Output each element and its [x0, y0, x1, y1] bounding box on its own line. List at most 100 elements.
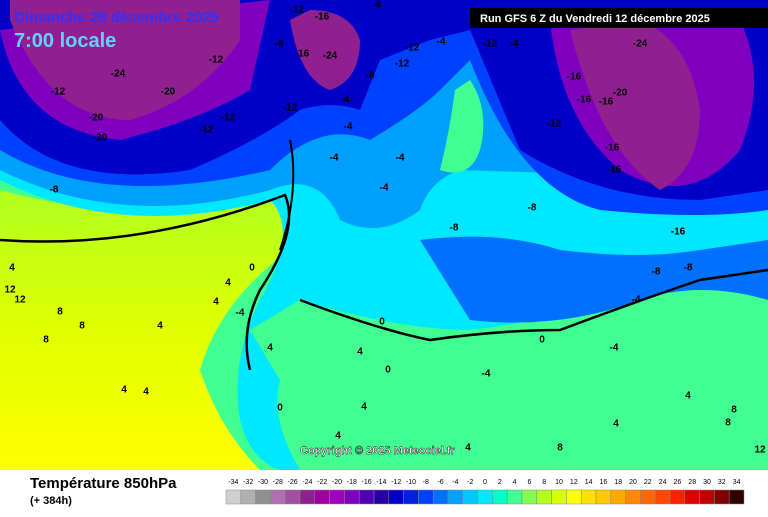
scale-label: -26 — [288, 479, 298, 486]
contour-label: -12 — [51, 87, 66, 98]
contour-label: 4 — [9, 263, 15, 274]
contour-label: 4 — [225, 278, 231, 289]
contour-label: -4 — [380, 183, 389, 194]
scale-label: 4 — [513, 479, 517, 486]
scale-label: -14 — [376, 479, 386, 486]
scale-label: -4 — [452, 479, 458, 486]
scale-swatch — [447, 489, 464, 505]
contour-label: -20 — [93, 133, 108, 144]
scale-swatch — [610, 489, 626, 505]
scale-swatch — [314, 489, 330, 505]
contour-label: -16 — [599, 97, 614, 108]
scale-swatch — [640, 489, 656, 505]
scale-label: -12 — [391, 479, 401, 486]
contour-label: 4 — [267, 343, 273, 354]
scale-label: -6 — [437, 479, 443, 486]
contour-label: 0 — [379, 317, 385, 328]
map-field — [0, 0, 768, 470]
contour-label: -4 — [341, 95, 350, 106]
contour-label: 4 — [685, 391, 691, 402]
scale-label: -10 — [406, 479, 416, 486]
date: Dimanche 28 décembre 2025 — [14, 9, 219, 26]
scale-swatch — [654, 489, 671, 505]
contour-label: -12 — [209, 55, 224, 66]
contour-label: 8 — [79, 321, 85, 332]
scale-label: -32 — [243, 479, 253, 486]
scale-swatch — [388, 489, 404, 505]
scale-label: -34 — [228, 479, 238, 486]
scale-label: 32 — [718, 479, 726, 486]
scale-label: 20 — [629, 479, 637, 486]
scale-label: -20 — [332, 479, 342, 486]
run: Run GFS 6 Z du Vendredi 12 décembre 2025 — [480, 13, 710, 25]
contour-label: -12 — [221, 113, 236, 124]
scale-swatch — [477, 489, 493, 505]
scale-swatch — [329, 489, 345, 505]
contour-label: -4 — [610, 343, 619, 354]
scale-swatch — [270, 489, 286, 505]
footer-lead: (+ 384h) — [30, 495, 72, 507]
contour-label: -20 — [613, 88, 628, 99]
contour-label: 4 — [213, 297, 219, 308]
contour-label: -16 — [567, 72, 582, 83]
contour-label: -4 — [632, 295, 641, 306]
scale-label: 8 — [542, 479, 546, 486]
contour-label: 4 — [335, 431, 341, 442]
scale-swatch — [536, 489, 552, 505]
contour-label: -8 — [275, 39, 284, 50]
contour-label: -16 — [295, 49, 310, 60]
contour-label: 0 — [385, 365, 391, 376]
contour-label: 0 — [277, 403, 283, 414]
scale-label: 30 — [703, 479, 711, 486]
contour-label: 4 — [157, 321, 163, 332]
scale-swatch — [462, 489, 478, 505]
contour-label: 12 — [14, 295, 26, 306]
contour-label: -24 — [111, 69, 126, 80]
contour-label: 8 — [725, 418, 731, 429]
scale-label: 18 — [614, 479, 622, 486]
contour-label: 0 — [539, 335, 545, 346]
scale-label: 10 — [555, 479, 563, 486]
contour-label: 4 — [121, 385, 127, 396]
copyright: Copyright © 2025 Meteociel.fr — [300, 445, 456, 457]
scale-label: -22 — [317, 479, 327, 486]
scale-swatch — [506, 489, 523, 505]
contour-label: -8 — [684, 263, 693, 274]
contour-label: 12 — [754, 445, 766, 456]
contour-label: -4 — [482, 369, 491, 380]
scale-swatch — [492, 489, 508, 505]
scale-swatch — [240, 489, 256, 505]
scale-label: 12 — [570, 479, 578, 486]
scale-swatch — [595, 489, 612, 505]
contour-label: -4 — [330, 153, 339, 164]
scale-swatch — [432, 489, 449, 505]
scale-label: 22 — [644, 479, 652, 486]
contour-label: -4 — [437, 37, 446, 48]
scale-swatch — [358, 489, 375, 505]
contour-label: -12 — [199, 125, 214, 136]
contour-label: -4 — [344, 122, 353, 133]
contour-label: -8 — [50, 185, 59, 196]
scale-label: 34 — [733, 479, 741, 486]
contour-label: -8 — [450, 223, 459, 234]
scale-swatch — [580, 489, 597, 505]
time: 7:00 locale — [14, 30, 116, 52]
scale-swatch — [225, 489, 242, 505]
contour-label: 12 — [4, 285, 16, 296]
footer-title: Température 850hPa — [30, 475, 177, 492]
scale-swatch — [684, 489, 700, 505]
scale-swatch — [344, 489, 360, 505]
scale-label: 6 — [527, 479, 531, 486]
contour-labels: -12-16-8-8-16 -24-8-12-12-4 -12 -4 -24-16-20… — [4, 0, 766, 456]
contour-label: 8 — [43, 335, 49, 346]
contour-label: -24 — [633, 39, 648, 50]
scale-swatch — [521, 489, 538, 505]
scale-swatch — [284, 489, 301, 505]
scale-swatch — [714, 489, 730, 505]
scale-label: 28 — [688, 479, 696, 486]
contour-label: -16 — [577, 95, 592, 106]
contour-label: -12 — [290, 5, 305, 16]
scale-swatch — [255, 489, 271, 505]
scale-swatch — [566, 489, 582, 505]
scale-label: 16 — [600, 479, 608, 486]
